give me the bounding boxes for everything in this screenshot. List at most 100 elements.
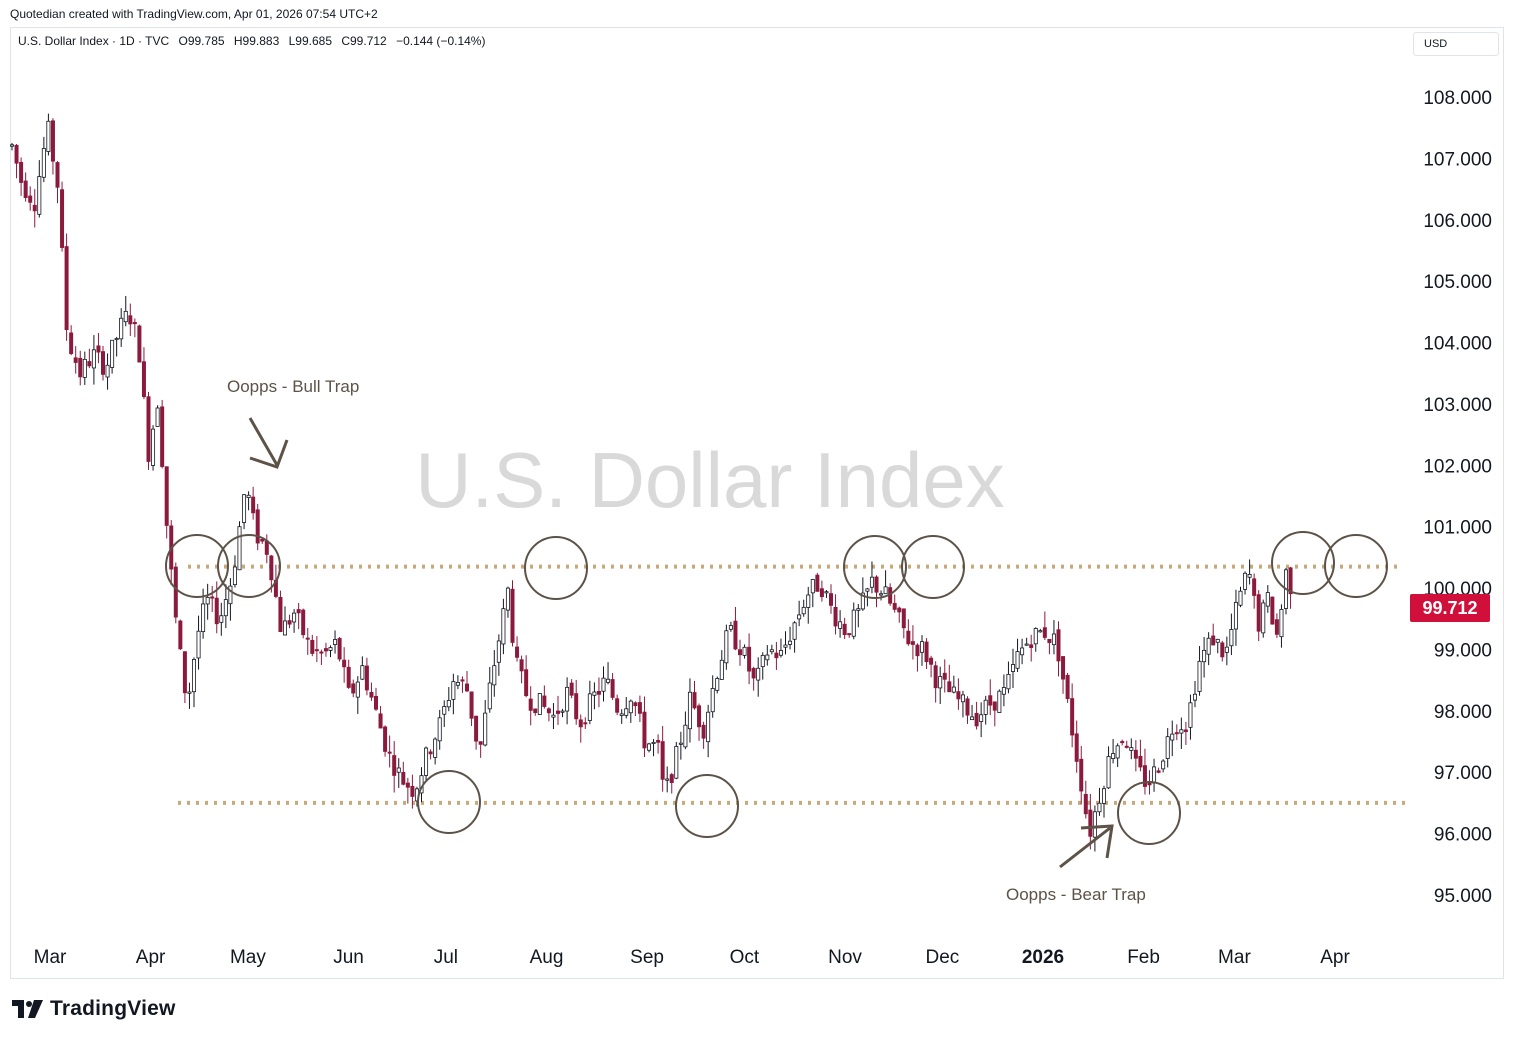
candle-body <box>1020 647 1025 656</box>
candle-body <box>615 698 620 713</box>
candle-body <box>683 724 688 748</box>
candle-body <box>505 587 510 611</box>
candle-body <box>869 576 874 588</box>
candle-body <box>141 361 146 398</box>
candle-body <box>210 596 215 599</box>
candle-body <box>496 640 501 663</box>
candle-body <box>583 722 588 725</box>
candle-body <box>178 620 183 650</box>
candle-body <box>674 746 679 779</box>
candle-body <box>410 785 415 797</box>
candle-body <box>760 654 765 668</box>
bear-trap-arrow-shaft <box>1059 826 1111 869</box>
candle-body <box>69 332 74 355</box>
candle-body <box>901 608 906 629</box>
candle-body <box>282 620 287 636</box>
candle-body <box>469 691 474 719</box>
candle-body <box>783 644 788 648</box>
candle-body <box>1120 741 1125 744</box>
candle-body <box>1038 630 1043 633</box>
candle-body <box>487 682 492 710</box>
candle-body <box>191 659 196 693</box>
candle-body <box>1061 656 1066 680</box>
candle-body <box>1015 651 1020 669</box>
highlight-circle <box>675 774 739 838</box>
x-tick-label: Jul <box>434 947 458 968</box>
candle-body <box>328 647 333 651</box>
candle-body <box>1229 629 1234 647</box>
tradingview-logo[interactable]: TradingView <box>12 997 176 1021</box>
tradingview-logo-icon <box>12 1000 43 1018</box>
y-tick-label: 101.000 <box>1423 518 1492 539</box>
candle-body <box>460 679 465 682</box>
currency-selector[interactable]: USD <box>1413 32 1499 56</box>
candle-body <box>310 639 315 654</box>
candle-body <box>879 593 884 596</box>
candle-body <box>451 681 456 700</box>
candle-body <box>424 747 429 776</box>
candle-body <box>860 592 865 610</box>
x-tick-label: 2026 <box>1022 947 1064 968</box>
candle-body <box>806 594 811 608</box>
candle-body <box>910 641 915 645</box>
chart-credit: Quotedian created with TradingView.com, … <box>10 7 378 21</box>
ohlc-low: L99.685 <box>288 34 332 48</box>
candlestick-series <box>9 113 1293 852</box>
y-tick-label: 104.000 <box>1423 334 1492 355</box>
chart-frame <box>10 27 1504 979</box>
candle-body <box>1051 633 1056 646</box>
highlight-circle <box>1324 534 1388 598</box>
candle-body <box>574 693 579 720</box>
candle-body <box>956 691 961 700</box>
last-price-tag: 99.712 <box>1410 594 1490 622</box>
candle-body <box>146 396 151 462</box>
y-tick-label: 98.000 <box>1434 702 1492 723</box>
chart-watermark: U.S. Dollar Index <box>415 436 1005 524</box>
candle-body <box>1097 802 1102 813</box>
candle-body <box>979 714 984 722</box>
symbol-legend[interactable]: U.S. Dollar Index · 1D · TVC O99.785 H99… <box>18 34 491 48</box>
candle-body <box>706 711 711 743</box>
y-tick-label: 108.000 <box>1423 88 1492 109</box>
candle-body <box>637 702 642 714</box>
candle-body <box>301 609 306 636</box>
candle-body <box>847 633 852 636</box>
candle-body <box>797 614 802 620</box>
candle-body <box>369 691 374 698</box>
time-axis[interactable]: Mar Apr May Jun Jul Aug Sep Oct Nov Dec 2026 Feb Mar… <box>34 947 1351 968</box>
candle-body <box>560 710 565 713</box>
candle-body <box>28 195 33 203</box>
candle-body <box>1165 736 1170 759</box>
candle-body <box>1274 619 1279 635</box>
candle-body <box>542 695 547 707</box>
price-axis[interactable]: 95.00096.00097.00098.00099.000100.000101… <box>1423 88 1492 907</box>
candle-body <box>569 682 574 696</box>
candle-body <box>642 711 647 749</box>
candle-body <box>537 693 542 715</box>
candle-body <box>223 599 228 617</box>
x-tick-label: Apr <box>1320 947 1350 968</box>
candle-body <box>510 588 515 643</box>
candle-body <box>669 774 674 783</box>
highlight-circle <box>165 534 229 598</box>
candle-body <box>865 588 870 592</box>
candle-body <box>383 726 388 752</box>
candle-body <box>346 666 351 688</box>
candle-body <box>951 686 956 693</box>
bear-trap-arrow-head <box>1080 824 1114 859</box>
candle-body <box>9 144 14 147</box>
candle-body <box>1183 729 1188 733</box>
y-tick-label: 96.000 <box>1434 825 1492 846</box>
highlight-circle <box>524 536 588 600</box>
candle-body <box>556 710 561 714</box>
candle-body <box>232 566 237 586</box>
highlight-circle <box>1271 531 1335 595</box>
candle-body <box>892 603 897 610</box>
candle-body <box>483 712 488 746</box>
candle-body <box>619 713 624 716</box>
candle-body <box>1006 673 1011 690</box>
candle-body <box>323 648 328 652</box>
candle-body <box>219 615 224 623</box>
candle-body <box>46 120 51 152</box>
